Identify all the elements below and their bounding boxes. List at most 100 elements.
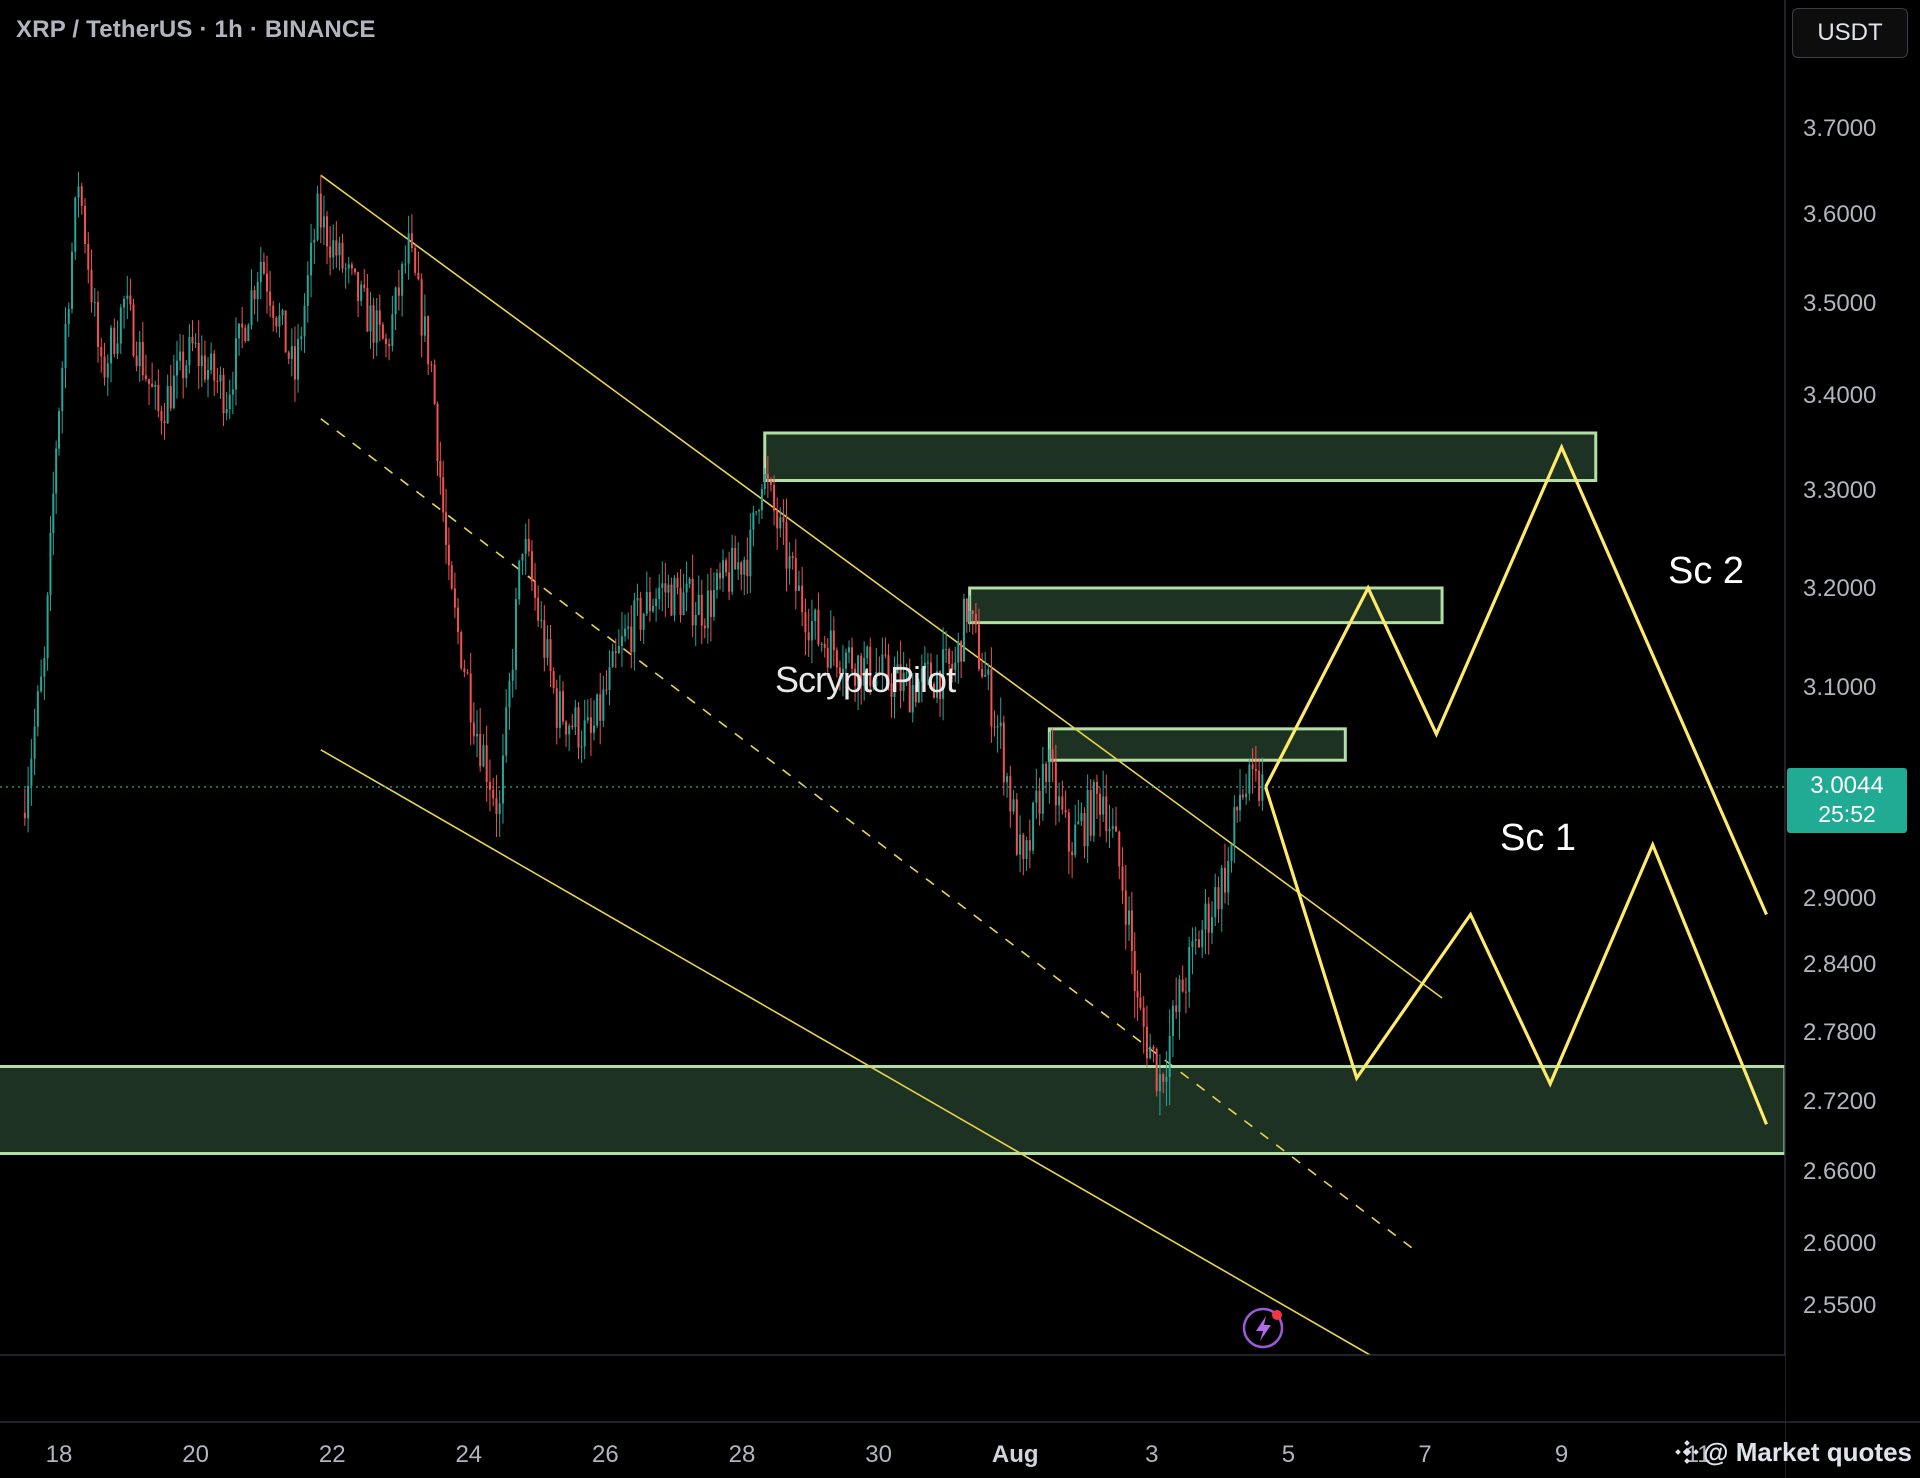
candle-body [457,607,460,632]
candle-body [608,667,611,690]
candle-body [810,620,813,641]
candle-body [951,663,954,670]
candle-body [116,343,119,354]
candle-body [1184,991,1187,993]
candle-body [673,577,676,616]
candle-body [313,239,316,243]
candle-body [284,310,287,353]
candle-body [1230,844,1233,862]
candle-body [558,691,561,728]
candle-body [1158,1074,1161,1092]
candle-body [138,342,141,367]
candle-body [36,691,39,727]
candle-body [932,683,935,698]
candle-body [433,364,436,404]
candle-body [303,305,306,337]
candle-body [1102,796,1105,815]
time-axis-bg [0,1355,1785,1478]
candle-body [697,594,700,615]
candle-body [881,654,884,674]
candle-body [999,722,1002,727]
candle-body [210,353,213,371]
candle-body [1045,763,1048,782]
candle-body [103,356,106,378]
candle-body [463,668,466,673]
zone-layer [0,431,1787,1155]
candle-body [639,597,642,630]
candle-body [207,370,210,380]
candle-body [1108,828,1111,832]
candle-body [1012,799,1015,812]
candle-body [948,649,951,664]
candle-body [791,556,794,558]
candle-body [990,669,993,727]
candle-body [993,726,996,728]
candle-body [460,631,463,669]
candle-body [1149,1046,1152,1059]
candle-body [630,626,633,653]
candle-body [197,342,200,367]
candle-body [971,610,974,614]
scenario-1-path [1264,786,1768,1125]
candle-body [945,649,948,651]
candle-body [466,672,469,674]
candle-body [1006,776,1009,783]
candle-body [256,282,259,300]
candle-body [319,193,322,228]
candle-body [1248,764,1251,794]
candle-body [381,324,384,339]
candle-body [872,685,875,687]
candle-body [984,674,987,677]
candle-body [804,612,807,633]
candle-body [571,725,574,728]
candle-body [648,592,651,612]
candle-body [1089,790,1092,836]
candle-body [1201,929,1204,948]
candle-body [848,647,851,653]
candle-body [447,544,450,566]
candle-body [67,308,70,325]
candle-body [253,290,256,300]
candle-body [691,578,694,626]
candle-body [1032,802,1035,851]
candle-body [602,689,605,721]
candle-body [110,327,113,364]
currency-button[interactable]: USDT [1792,8,1908,58]
candle-body [40,676,43,692]
candle-body [1197,939,1200,948]
candle-body [1054,762,1057,806]
candle-body [893,673,896,697]
candle-body [1245,793,1248,798]
candle-body [688,578,691,584]
candle-body [450,565,453,589]
symbol-title[interactable]: XRP / TetherUS · 1h · BINANCE [16,16,376,43]
candle-body [335,240,338,256]
candle-body [854,668,857,686]
price-tick-label: 3.7000 [1803,115,1876,142]
candle-body [620,636,623,646]
candle-body [1168,1036,1171,1077]
candle-body [306,275,309,306]
candle-body [126,295,129,299]
candle-body [1236,807,1239,811]
candle-body [200,355,203,367]
candle-body [278,315,281,327]
candle-body [385,338,388,344]
candle-body [1118,831,1121,867]
candle-body [1077,821,1080,825]
candle-body [1152,1046,1155,1049]
candle-body [310,242,313,276]
candle-body [583,720,586,747]
candle-body [589,717,592,733]
candle-body [360,284,363,302]
time-tick-label: 20 [182,1441,209,1468]
candle-body [642,613,645,630]
projection-layer: Sc 1 Sc 2 ScryptoPilot [775,443,1768,1349]
candle-body [977,624,980,670]
candle-body [93,302,96,304]
candle-body [617,645,620,653]
candle-body [228,394,231,410]
candle-body [160,410,163,422]
